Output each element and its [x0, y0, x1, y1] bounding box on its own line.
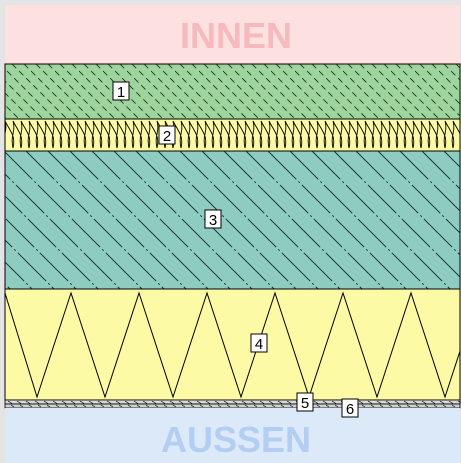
layer-tag-3-text: 3: [209, 212, 217, 229]
layer-tag-5-text: 5: [301, 395, 309, 412]
layer-2-hatch: [5, 120, 460, 149]
layer-4-hatch: [5, 291, 460, 399]
layer-tag-2-text: 2: [163, 128, 171, 145]
layer-tag-3: 3: [204, 209, 222, 229]
layer-1-hatch: [5, 64, 460, 119]
layer-6-finish: [4, 403, 461, 409]
inside-zone: [5, 5, 460, 64]
layer-tag-4-text: 4: [255, 336, 263, 353]
outside-zone: [5, 408, 460, 463]
layer-4-insulation: [4, 288, 461, 401]
inside-label: INNEN: [180, 15, 292, 56]
layer-tag-5: 5: [296, 392, 314, 412]
layer-tag-2: 2: [158, 125, 176, 145]
layer-3-hatch: [5, 151, 460, 289]
layer-tag-4: 4: [250, 333, 268, 353]
layer-tag-1: 1: [112, 81, 130, 101]
layer-tag-6: 6: [341, 398, 359, 418]
layer-2-insulation: [4, 118, 461, 152]
layer-3-masonry: [4, 150, 461, 290]
outside-label: AUSSEN: [161, 419, 311, 460]
layer-tag-6-text: 6: [346, 401, 354, 418]
layer-tag-1-text: 1: [117, 84, 125, 101]
